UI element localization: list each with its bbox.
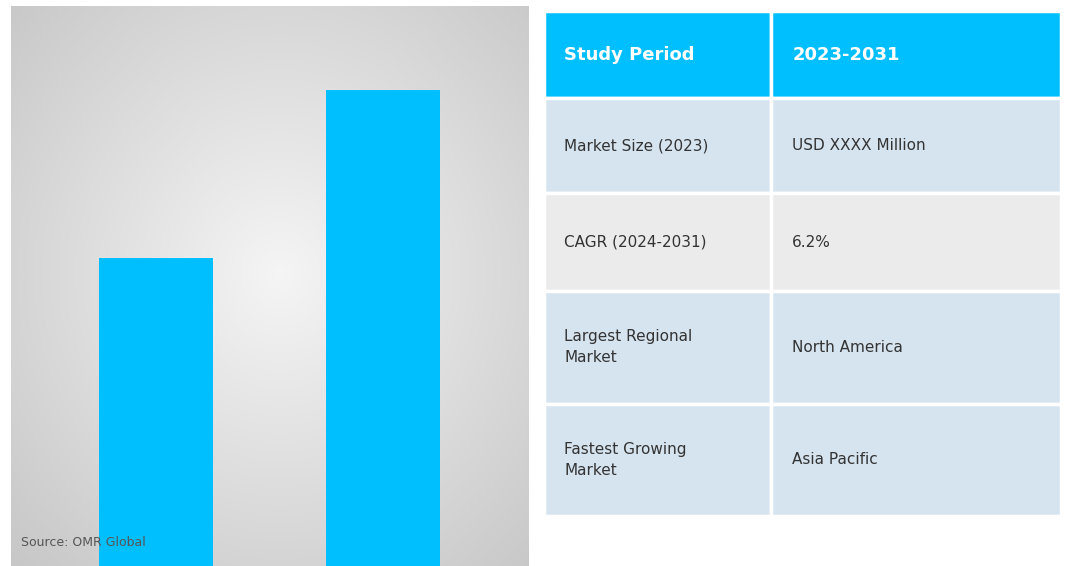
Text: 6.2%: 6.2% — [792, 235, 831, 250]
FancyBboxPatch shape — [544, 404, 772, 516]
Text: Largest Regional
Market: Largest Regional Market — [565, 329, 693, 366]
Text: North America: North America — [792, 340, 903, 355]
Text: Fastest Growing
Market: Fastest Growing Market — [565, 441, 687, 478]
Text: 2023-2031: 2023-2031 — [792, 46, 899, 64]
FancyBboxPatch shape — [772, 98, 1061, 194]
Text: Asia Pacific: Asia Pacific — [792, 452, 878, 467]
Text: Market Size (2023): Market Size (2023) — [565, 138, 709, 153]
FancyBboxPatch shape — [772, 404, 1061, 516]
Text: Study Period: Study Period — [565, 46, 695, 64]
Text: Source: OMR Global: Source: OMR Global — [21, 536, 146, 549]
FancyBboxPatch shape — [544, 291, 772, 404]
FancyBboxPatch shape — [544, 98, 772, 194]
Bar — [99, 258, 212, 566]
FancyBboxPatch shape — [772, 291, 1061, 404]
FancyBboxPatch shape — [544, 194, 772, 291]
FancyBboxPatch shape — [544, 11, 772, 98]
FancyBboxPatch shape — [772, 194, 1061, 291]
FancyBboxPatch shape — [772, 11, 1061, 98]
Text: USD XXXX Million: USD XXXX Million — [792, 138, 926, 153]
Text: CAGR (2024-2031): CAGR (2024-2031) — [565, 235, 706, 250]
Bar — [326, 90, 441, 566]
